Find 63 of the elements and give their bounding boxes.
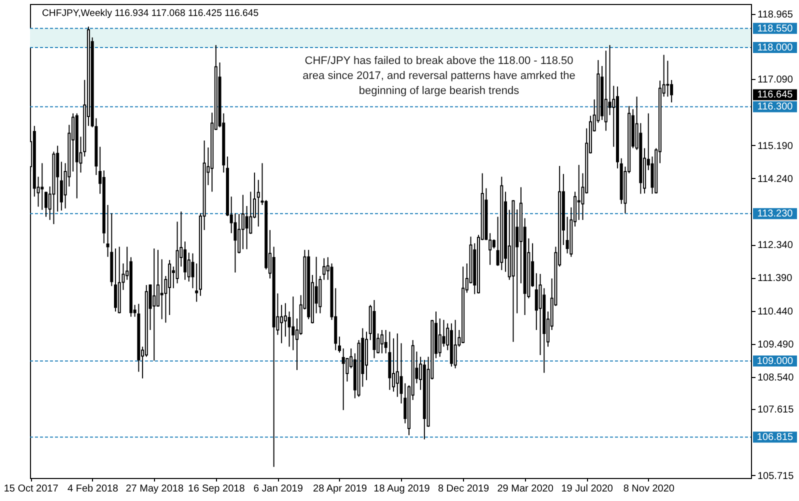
candlestick [566, 216, 569, 254]
y-tick-label: 118.965 [758, 9, 794, 20]
y-tick-label: 117.090 [758, 74, 794, 86]
x-tick-label: 28 Apr 2019 [313, 484, 368, 494]
x-tick-label: 15 Oct 2017 [4, 484, 59, 494]
text: 116.645 [757, 90, 794, 101]
ref-line-label: 109.000 [756, 356, 794, 367]
chart-title: CHFJPY,Weekly 116.934 117.068 116.425 116.645 [42, 8, 259, 19]
x-tick-label: 16 Sep 2018 [188, 484, 246, 494]
candlestick [454, 319, 457, 369]
x-tick-label: 29 Mar 2020 [497, 484, 554, 494]
candlestick [60, 161, 63, 212]
ref-line-label: 118.550 [757, 23, 794, 34]
candlestick [342, 348, 345, 411]
x-tick-label: 8 Dec 2019 [438, 484, 490, 494]
ref-line-label: 116.300 [757, 102, 794, 113]
candlestick [56, 145, 60, 212]
candlestick [195, 262, 198, 302]
candlestick [396, 332, 399, 398]
candlestick [241, 194, 244, 250]
candlestick [604, 50, 608, 132]
candlestick [380, 329, 384, 354]
candlestick [40, 162, 44, 210]
ref-line-label: 106.815 [756, 432, 794, 444]
candlestick [670, 79, 674, 103]
candlestick [338, 336, 341, 354]
candlestick [114, 248, 118, 312]
candlestick [284, 302, 287, 338]
y-tick-label: 114.240 [758, 174, 794, 185]
candlestick [245, 206, 248, 250]
candlestick [44, 191, 48, 218]
ref-line-label: 113.230 [757, 208, 794, 220]
x-tick-label: 4 Feb 2018 [68, 484, 119, 494]
candlestick [577, 164, 580, 220]
ref-line-label: 118.000 [757, 42, 794, 54]
candlestick [492, 238, 496, 249]
x-tick-label: 18 Aug 2019 [374, 484, 430, 494]
candlestick [322, 258, 326, 280]
candlestick [152, 248, 156, 362]
candlestick [168, 259, 172, 316]
candlestick [160, 258, 164, 320]
y-tick-label: 112.340 [758, 240, 794, 252]
y-tick-label: 111.390 [758, 273, 793, 284]
y-tick-label: 109.490 [758, 339, 794, 350]
x-tick-label: 19 Jul 2020 [561, 484, 614, 494]
candlestick [238, 214, 241, 254]
candlestick [280, 304, 284, 344]
candlestick [191, 252, 194, 289]
x-tick-label: 6 Jan 2019 [253, 484, 304, 494]
candlestick [438, 318, 442, 358]
candlestick [156, 249, 160, 308]
candlestick [292, 296, 295, 351]
candlestick [534, 272, 538, 330]
y-tick-label: 108.540 [758, 372, 794, 384]
y-tick-label: 115.190 [758, 140, 794, 152]
y-tick-label: 110.440 [758, 306, 794, 318]
candlestick [184, 241, 187, 280]
x-tick-label: 8 Nov 2020 [623, 484, 675, 494]
candlestick [392, 338, 396, 392]
y-tick-label: 105.715 [758, 470, 794, 482]
x-tick-label: 27 May 2018 [126, 484, 184, 494]
y-tick-label: 107.615 [758, 404, 794, 416]
annotation: CHF/JPY has failed to break above the 118.00 - 118.50 area since 2017, and reversal patterns have amrked the beginning of large bearish trends [302, 55, 576, 97]
